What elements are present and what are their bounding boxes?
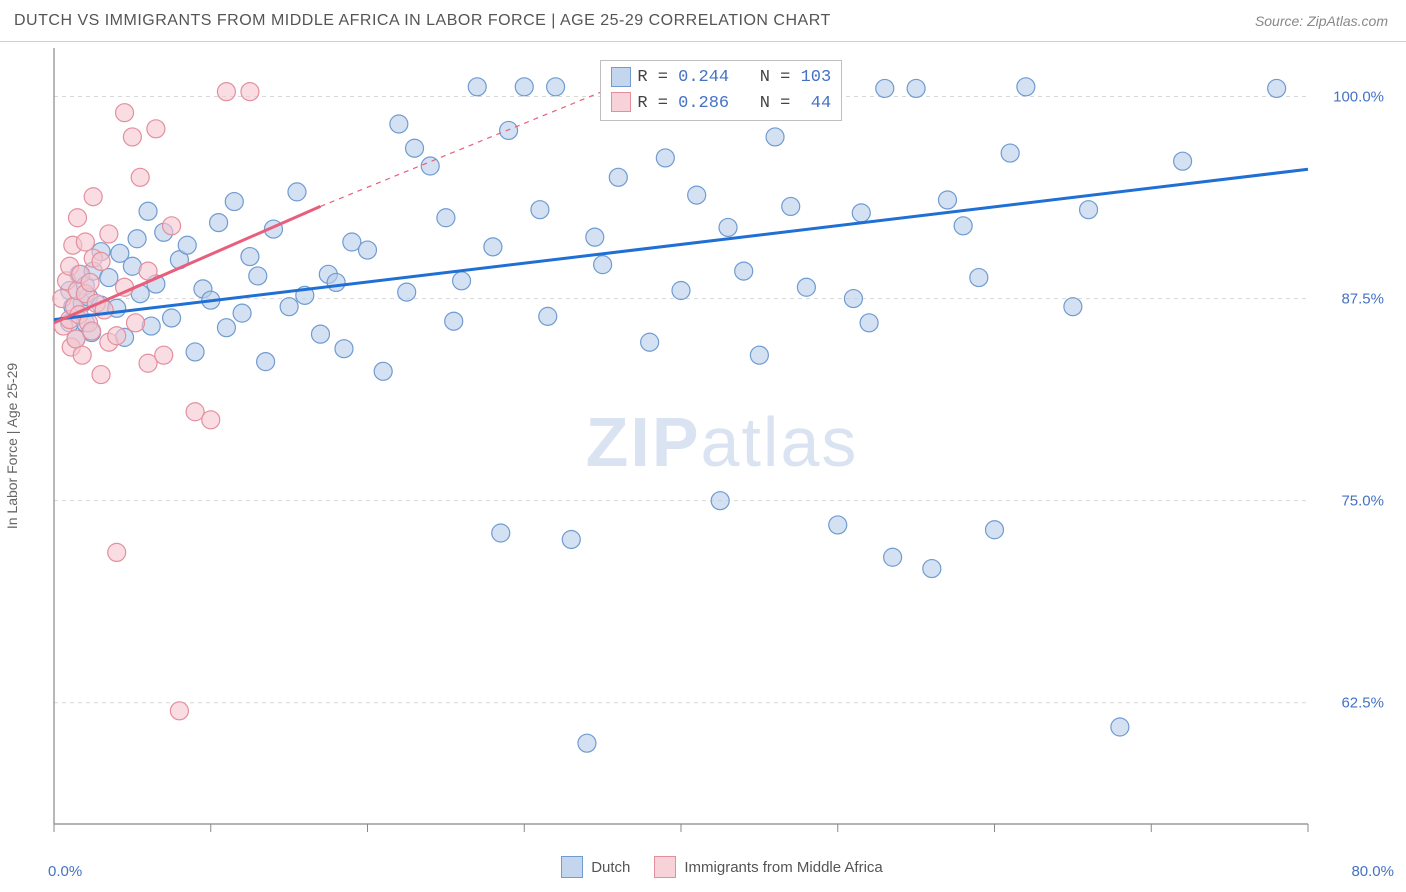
y-tick-label: 100.0% bbox=[1333, 88, 1384, 105]
legend-label: Dutch bbox=[591, 859, 630, 876]
chart-title: DUTCH VS IMMIGRANTS FROM MIDDLE AFRICA I… bbox=[14, 12, 831, 30]
scatter-plot-svg bbox=[46, 42, 1398, 842]
correlation-stats-box: R = 0.244 N = 103R = 0.286 N = 44 bbox=[600, 60, 842, 121]
chart-source: Source: ZipAtlas.com bbox=[1255, 13, 1388, 29]
legend-swatch bbox=[561, 856, 583, 878]
chart-header: DUTCH VS IMMIGRANTS FROM MIDDLE AFRICA I… bbox=[0, 0, 1406, 42]
y-tick-label: 87.5% bbox=[1341, 290, 1384, 307]
legend-label: Immigrants from Middle Africa bbox=[684, 859, 882, 876]
stats-row: R = 0.286 N = 44 bbox=[611, 91, 831, 117]
y-axis-label: In Labor Force | Age 25-29 bbox=[4, 363, 20, 529]
legend-item: Dutch bbox=[561, 856, 630, 878]
stats-row: R = 0.244 N = 103 bbox=[611, 65, 831, 91]
chart-plot-area: ZIPatlas R = 0.244 N = 103R = 0.286 N = … bbox=[46, 42, 1398, 842]
y-tick-label: 62.5% bbox=[1341, 694, 1384, 711]
footer-legend: Dutch Immigrants from Middle Africa bbox=[46, 850, 1398, 884]
legend-swatch bbox=[654, 856, 676, 878]
legend-item: Immigrants from Middle Africa bbox=[654, 856, 882, 878]
y-tick-label: 75.0% bbox=[1341, 492, 1384, 509]
